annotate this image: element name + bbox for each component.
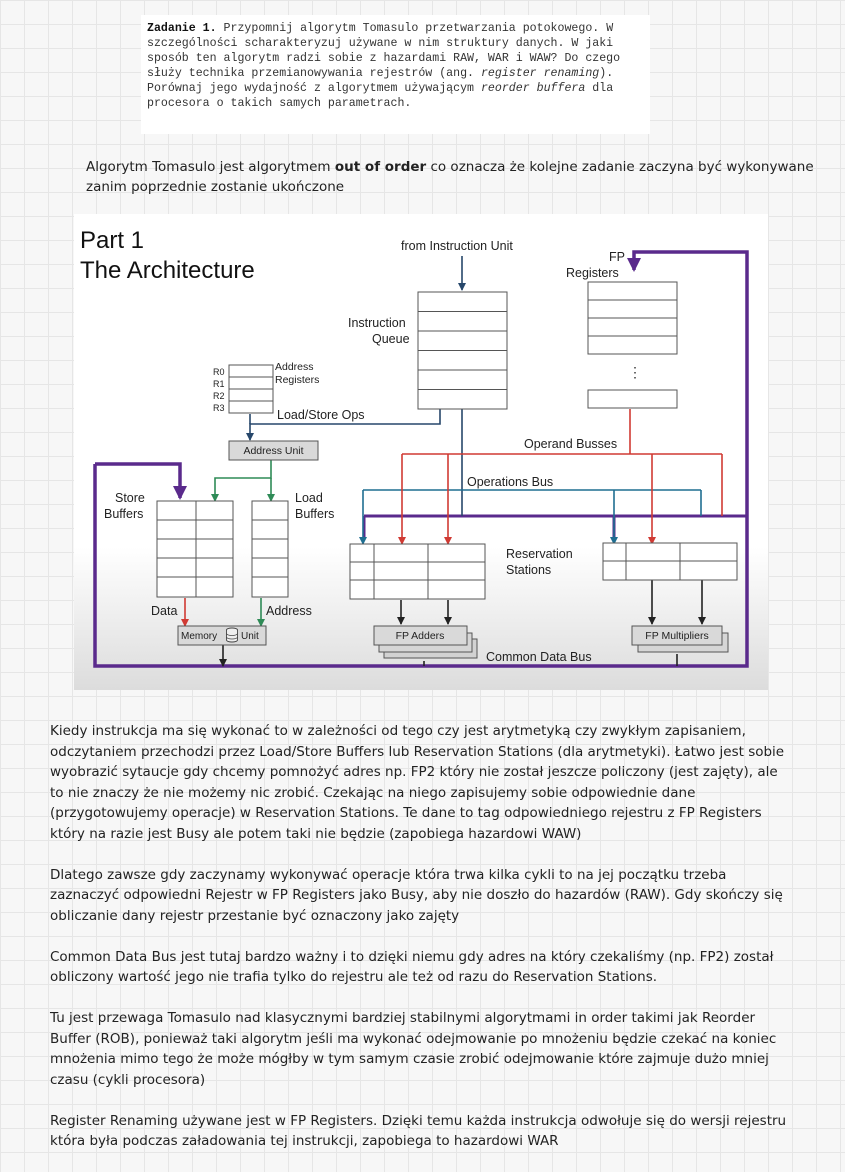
from-instruction-unit-label: from Instruction Unit bbox=[401, 239, 513, 253]
reg-r2: R2 bbox=[213, 391, 225, 401]
paragraph: Register Renaming używane jest w FP Regi… bbox=[50, 1112, 787, 1150]
memory-unit-label-left: Memory bbox=[181, 631, 217, 642]
reservation-stations-label-line2: Stations bbox=[506, 563, 551, 577]
fp-registers-label-line1: FP bbox=[609, 250, 625, 264]
reg-r0: R0 bbox=[213, 367, 225, 377]
store-buffers-label-line2: Buffers bbox=[104, 507, 143, 521]
fp-registers-ellipsis: ⋮ bbox=[628, 364, 642, 380]
memory-unit-label-right: Unit bbox=[241, 631, 259, 642]
diagram-title-line2: The Architecture bbox=[80, 257, 255, 284]
multipliers-reservation-stations bbox=[602, 542, 738, 581]
adders-reservation-stations bbox=[349, 543, 486, 600]
fp-adders-box: FP Adders bbox=[373, 625, 478, 659]
address-registers-label-line2: Registers bbox=[275, 374, 319, 386]
diagram-title-line1: Part 1 bbox=[80, 227, 144, 254]
address-unit-label: Address Unit bbox=[243, 445, 303, 457]
database-icon bbox=[226, 627, 238, 643]
store-buffers-label-line1: Store bbox=[115, 491, 145, 505]
load-buffers-box bbox=[251, 500, 289, 598]
address-unit-box bbox=[228, 440, 319, 461]
address-registers-label-line1: Address bbox=[275, 361, 314, 373]
memory-unit-box: Memory Unit bbox=[177, 625, 267, 646]
task-card: Zadanie 1. Przypomnij algorytm Tomasulo … bbox=[141, 15, 650, 134]
unit-output-arrows bbox=[219, 580, 706, 667]
intro-paragraph: Algorytm Tomasulo jest algorytmem out of… bbox=[86, 159, 814, 195]
address-unit-lines bbox=[211, 460, 275, 627]
load-buffers-label-line2: Buffers bbox=[295, 507, 334, 521]
architecture-diagram: Part 1 The Architecture bbox=[74, 214, 768, 690]
common-data-bus-label: Common Data Bus bbox=[486, 650, 592, 664]
fp-registers-box: ⋮ bbox=[587, 281, 678, 409]
address-registers-box: R0 R1 R2 R3 bbox=[213, 364, 274, 414]
explanation-text: Kiedy instrukcja ma się wykonać to w zal… bbox=[50, 721, 790, 1172]
instruction-lines bbox=[246, 256, 466, 516]
reservation-stations-label-line1: Reservation bbox=[506, 547, 573, 561]
load-buffers-label-line1: Load bbox=[295, 491, 323, 505]
intro-bold: out of order bbox=[334, 159, 427, 175]
fp-adders-label: FP Adders bbox=[396, 630, 445, 642]
reg-r3: R3 bbox=[213, 403, 225, 413]
instruction-queue-box bbox=[417, 291, 508, 410]
task-text: Zadanie 1. Przypomnij algorytm Tomasulo … bbox=[147, 22, 621, 110]
operations-bus-label: Operations Bus bbox=[467, 475, 553, 489]
paragraph: Kiedy instrukcja ma się wykonać to w zal… bbox=[50, 723, 785, 842]
paragraph: Tu jest przewaga Tomasulo nad klasycznym… bbox=[50, 1010, 777, 1088]
operations-bus-lines bbox=[359, 489, 702, 545]
reg-r1: R1 bbox=[213, 379, 225, 389]
fp-multipliers-box: FP Multipliers bbox=[631, 625, 729, 653]
store-buffers-box bbox=[156, 500, 234, 598]
paragraph: Dlatego zawsze gdy zaczynamy wykonywać o… bbox=[50, 866, 783, 924]
fp-registers-label-line2: Registers bbox=[566, 266, 619, 280]
data-label: Data bbox=[151, 604, 177, 618]
address-label: Address bbox=[266, 604, 312, 618]
instruction-queue-label-line1: Instruction bbox=[348, 316, 406, 330]
task-label: Zadanie 1. bbox=[147, 22, 217, 35]
paragraph: Common Data Bus jest tutaj bardzo ważny … bbox=[50, 948, 774, 986]
operand-busses-lines bbox=[181, 409, 723, 627]
load-store-ops-label: Load/Store Ops bbox=[277, 408, 365, 422]
fp-multipliers-label: FP Multipliers bbox=[645, 630, 708, 642]
instruction-queue-label-line2: Queue bbox=[372, 332, 410, 346]
operand-busses-label: Operand Busses bbox=[524, 437, 617, 451]
